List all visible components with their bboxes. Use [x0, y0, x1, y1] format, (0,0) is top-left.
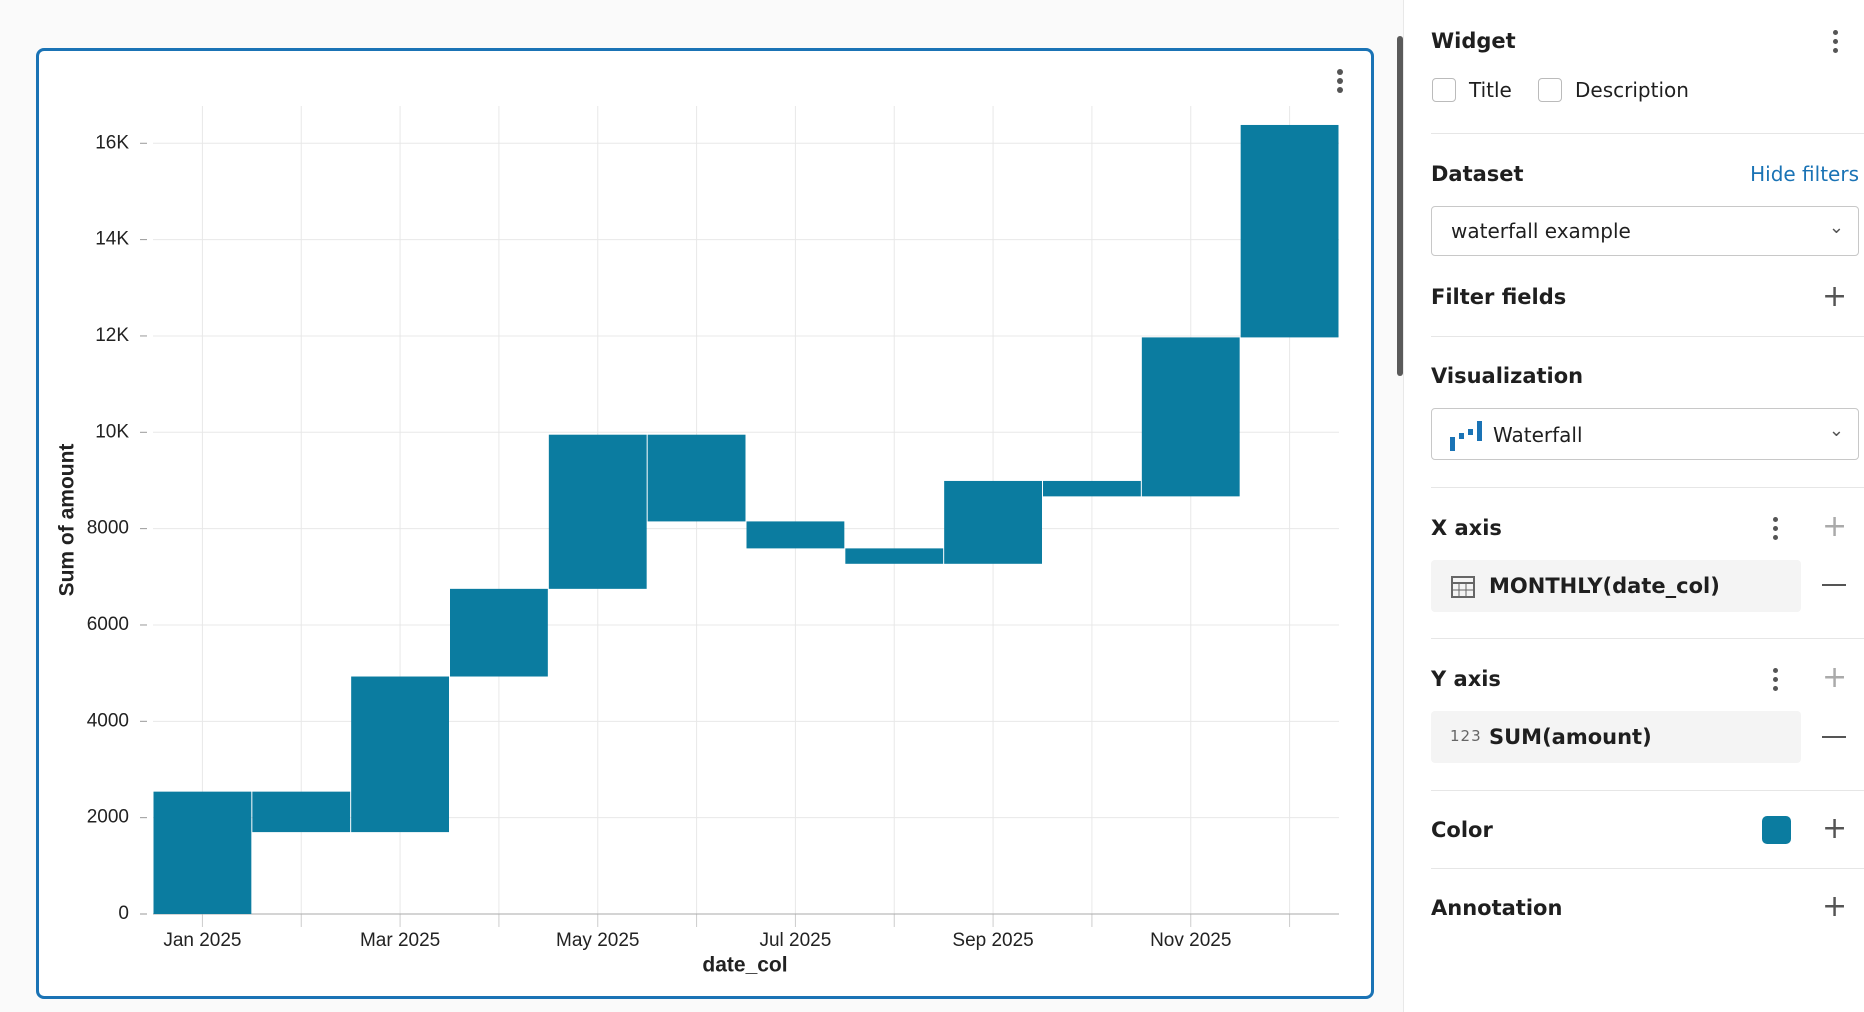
bar: [153, 791, 252, 914]
y-tick-label: 2000: [87, 807, 129, 828]
add-button[interactable]: +: [1822, 660, 1848, 695]
chart-card[interactable]: Sum of amount date_col 0 2000 4000 6000 8000…: [36, 48, 1374, 999]
checkbox-label: Title: [1469, 78, 1512, 102]
color-swatch[interactable]: [1762, 816, 1791, 844]
section-title: Widget: [1431, 29, 1516, 53]
add-button[interactable]: +: [1822, 811, 1848, 846]
menu[interactable]: [1773, 668, 1779, 695]
menu[interactable]: [1773, 517, 1779, 544]
select-value: waterfall example: [1451, 219, 1631, 243]
card-menu[interactable]: [1337, 69, 1343, 93]
x-tick-label: Sep 2025: [952, 930, 1033, 951]
x-tick-label: Jul 2025: [759, 930, 831, 951]
bar: [1043, 480, 1141, 497]
x-tick-label: Jan 2025: [163, 930, 241, 951]
y-axis-title: Sum of amount: [56, 444, 79, 597]
link[interactable]: Hide filters: [1750, 162, 1859, 186]
bar: [1240, 124, 1339, 338]
add-button[interactable]: +: [1822, 509, 1848, 544]
bar: [944, 480, 1042, 564]
y-tick-label: 14K: [95, 229, 129, 250]
checkbox-label: Description: [1575, 78, 1689, 102]
bar: [450, 588, 548, 677]
x-axis-title: date_col: [702, 954, 787, 977]
remove-button[interactable]: [1822, 736, 1846, 738]
settings-panel: Widget Title Description Dataset Hide fi…: [1403, 0, 1864, 1012]
section-title: Dataset: [1431, 162, 1524, 186]
menu[interactable]: [1833, 30, 1839, 57]
number-icon: 123: [1450, 727, 1482, 745]
y-tick-label: 0: [118, 903, 129, 924]
section-title: Color: [1431, 818, 1493, 842]
scrollbar[interactable]: [1397, 36, 1403, 376]
bar: [548, 434, 647, 589]
add-button[interactable]: +: [1822, 889, 1848, 924]
bar: [1141, 337, 1240, 497]
select-value: Waterfall: [1493, 423, 1583, 447]
y-tick-label: 4000: [87, 710, 129, 731]
y-tick-label: 6000: [87, 614, 129, 635]
checkbox[interactable]: [1432, 78, 1456, 102]
dataset-select[interactable]: waterfall example ⌄: [1431, 206, 1859, 256]
section-title: X axis: [1431, 516, 1502, 540]
bar: [845, 548, 944, 564]
chart: Sum of amount date_col 0 2000 4000 6000 8000…: [56, 69, 1343, 977]
bar: [252, 791, 351, 833]
checkbox[interactable]: [1538, 78, 1562, 102]
bar: [647, 434, 746, 522]
x-tick-label: Mar 2025: [360, 930, 440, 951]
section-title: Y axis: [1431, 667, 1501, 691]
x-tick-label: Nov 2025: [1150, 930, 1231, 951]
section-title: Visualization: [1431, 364, 1584, 388]
visualization-select[interactable]: Waterfall ⌄: [1431, 408, 1859, 460]
bar: [746, 521, 845, 549]
add-button[interactable]: +: [1822, 279, 1848, 314]
section-title: Filter fields: [1431, 285, 1567, 309]
field-pill[interactable]: 123 SUM(amount): [1431, 711, 1801, 763]
x-tick-label: May 2025: [556, 930, 639, 951]
section-title: Annotation: [1431, 896, 1563, 920]
field-pill[interactable]: MONTHLY(date_col): [1431, 560, 1801, 612]
waterfall-icon: [1450, 421, 1482, 451]
field-name: SUM(amount): [1489, 725, 1652, 749]
y-tick-label: 10K: [95, 421, 129, 442]
y-tick-label: 8000: [87, 518, 129, 539]
calendar-icon: [1451, 576, 1475, 598]
y-tick-label: 16K: [95, 132, 129, 153]
bar: [351, 676, 449, 833]
y-tick-label: 12K: [95, 325, 129, 346]
field-name: MONTHLY(date_col): [1489, 574, 1720, 598]
remove-button[interactable]: [1822, 584, 1846, 586]
